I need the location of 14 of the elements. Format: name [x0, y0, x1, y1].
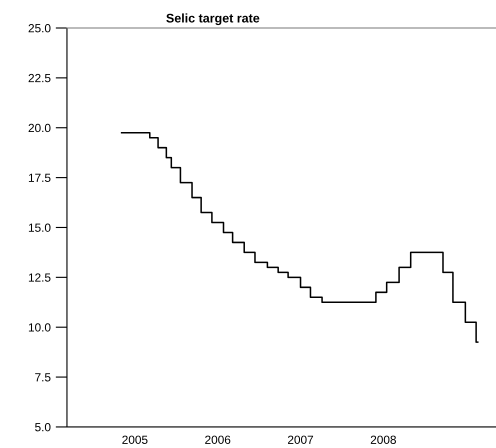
y-tick-label: 17.5 [28, 174, 50, 182]
y-tick-label: 22.5 [28, 74, 50, 82]
x-tick-label: 2008 [370, 436, 396, 444]
x-tick-label: 2007 [288, 436, 314, 444]
chart-title: Selic target rate [166, 13, 260, 26]
y-tick-label: 7.5 [35, 373, 50, 382]
y-tick-label: 20.0 [28, 124, 51, 132]
y-tick-label: 10.0 [28, 323, 51, 332]
y-tick-label: 25.0 [28, 24, 51, 32]
x-tick-label: 2005 [122, 436, 148, 444]
y-tick-label: 12.5 [28, 273, 50, 282]
y-tick-label: 15.0 [28, 224, 51, 232]
x-tick-label: 2006 [205, 436, 230, 444]
y-tick-label: 5.0 [35, 422, 51, 432]
